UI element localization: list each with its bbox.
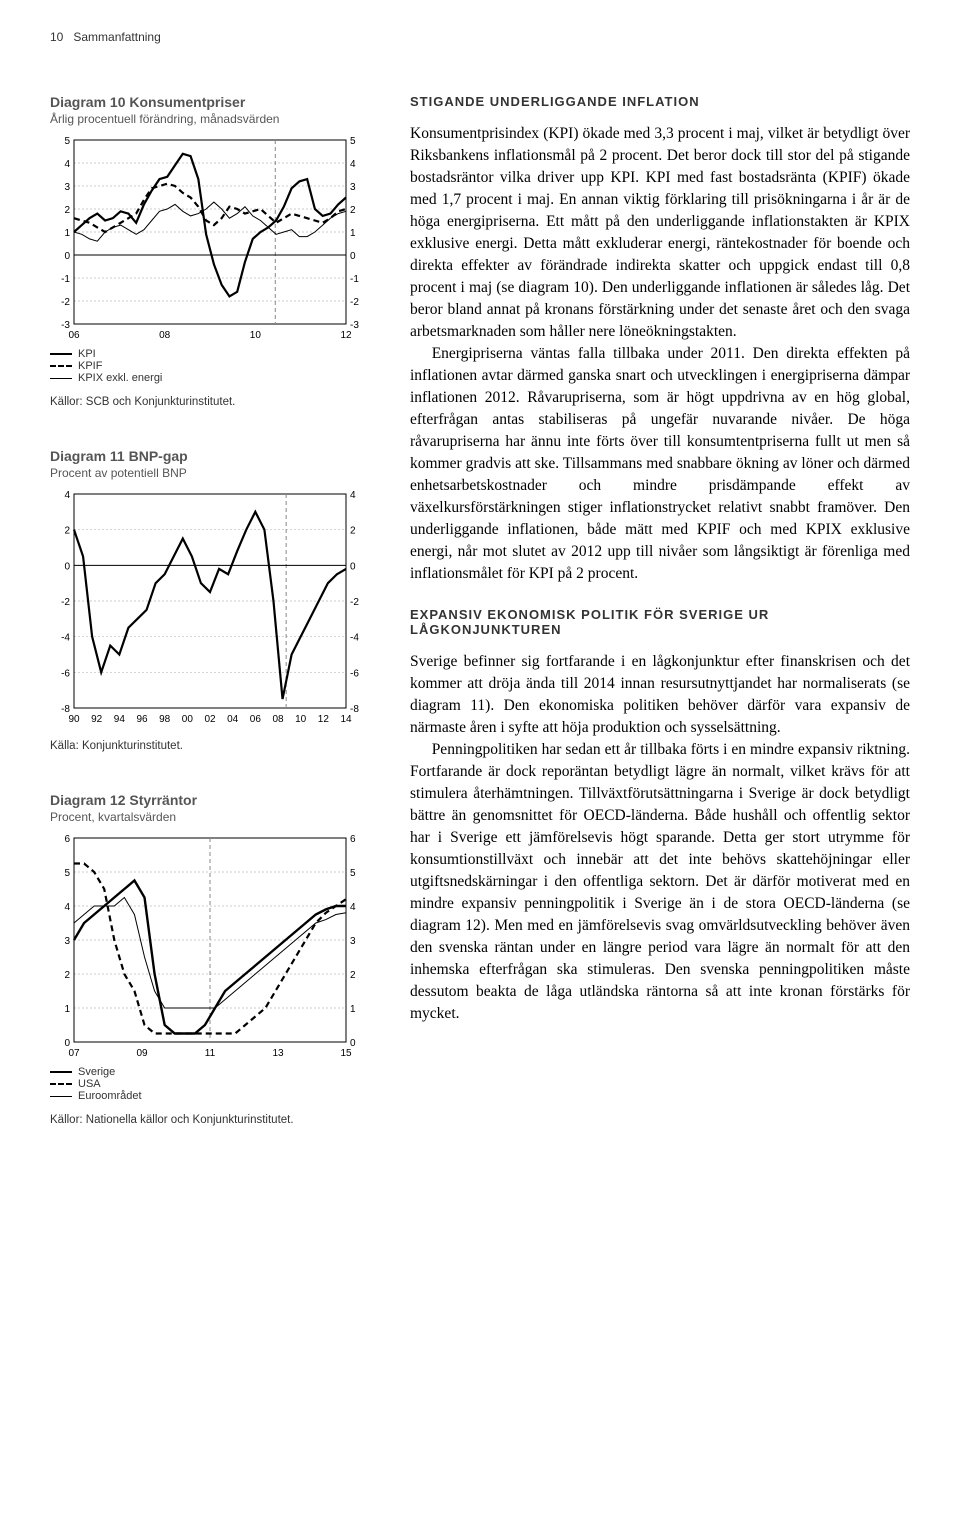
section-1-p2: Energipriserna väntas falla tillbaka und… [410, 343, 910, 585]
svg-text:15: 15 [340, 1048, 352, 1059]
svg-text:96: 96 [136, 714, 148, 725]
section-1-heading: STIGANDE UNDERLIGGANDE INFLATION [410, 94, 910, 109]
svg-text:3: 3 [350, 936, 356, 947]
svg-text:98: 98 [159, 714, 171, 725]
svg-text:5: 5 [64, 868, 70, 879]
svg-text:2: 2 [64, 205, 70, 216]
diagram-11: Diagram 11 BNP-gap Procent av potentiell… [50, 448, 380, 752]
svg-text:04: 04 [227, 714, 239, 725]
svg-text:90: 90 [68, 714, 80, 725]
diagram-11-title: Diagram 11 BNP-gap [50, 448, 380, 464]
svg-text:3: 3 [64, 936, 70, 947]
svg-text:00: 00 [182, 714, 194, 725]
content: Diagram 10 Konsumentpriser Årlig procent… [50, 94, 910, 1166]
svg-text:6: 6 [350, 834, 356, 845]
svg-text:4: 4 [64, 490, 70, 501]
svg-text:02: 02 [204, 714, 216, 725]
svg-text:-2: -2 [61, 297, 70, 308]
diagram-10-chart: -3-3-2-2-1-100112233445506081012 [50, 134, 370, 344]
svg-text:2: 2 [350, 205, 356, 216]
section-2-body: Sverige befinner sig fortfarande i en lå… [410, 651, 910, 1025]
right-column: STIGANDE UNDERLIGGANDE INFLATION Konsume… [410, 94, 910, 1166]
diagram-10-source: Källor: SCB och Konjunkturinstitutet. [50, 396, 380, 408]
svg-text:6: 6 [64, 834, 70, 845]
svg-text:-1: -1 [61, 274, 70, 285]
svg-text:2: 2 [350, 970, 356, 981]
svg-text:0: 0 [64, 251, 70, 262]
svg-text:1: 1 [350, 1004, 356, 1015]
svg-text:0: 0 [350, 251, 356, 262]
diagram-11-chart: -8-8-6-6-4-4-2-2002244909294969800020406… [50, 488, 370, 728]
section-2-p1: Sverige befinner sig fortfarande i en lå… [410, 651, 910, 739]
svg-text:12: 12 [340, 330, 352, 341]
diagram-10-subtitle: Årlig procentuell förändring, månadsvärd… [50, 112, 380, 126]
svg-text:08: 08 [159, 330, 171, 341]
svg-text:08: 08 [272, 714, 284, 725]
diagram-12-chart: 001122334455660709111315 [50, 832, 370, 1062]
left-column: Diagram 10 Konsumentpriser Årlig procent… [50, 94, 380, 1166]
svg-text:14: 14 [340, 714, 352, 725]
svg-text:2: 2 [64, 970, 70, 981]
diagram-12-source: Källor: Nationella källor och Konjunktur… [50, 1114, 380, 1126]
svg-text:2: 2 [350, 526, 356, 537]
svg-text:-6: -6 [350, 668, 359, 679]
svg-text:3: 3 [350, 182, 356, 193]
section-1-body: Konsumentprisindex (KPI) ökade med 3,3 p… [410, 123, 910, 585]
svg-text:09: 09 [136, 1048, 148, 1059]
svg-text:07: 07 [68, 1048, 80, 1059]
svg-text:1: 1 [64, 228, 70, 239]
svg-text:4: 4 [350, 490, 356, 501]
svg-text:4: 4 [350, 902, 356, 913]
svg-text:5: 5 [64, 136, 70, 147]
svg-text:-4: -4 [61, 633, 70, 644]
diagram-10-legend: KPIKPIFKPIX exkl. energi [50, 348, 380, 384]
svg-text:10: 10 [295, 714, 307, 725]
diagram-10: Diagram 10 Konsumentpriser Årlig procent… [50, 94, 380, 408]
svg-text:4: 4 [64, 159, 70, 170]
svg-text:1: 1 [350, 228, 356, 239]
section-2-heading: EXPANSIV EKONOMISK POLITIK FÖR SVERIGE U… [410, 607, 910, 637]
diagram-12: Diagram 12 Styrräntor Procent, kvartalsv… [50, 792, 380, 1126]
svg-text:-4: -4 [350, 633, 359, 644]
svg-text:94: 94 [114, 714, 126, 725]
section-1-p1: Konsumentprisindex (KPI) ökade med 3,3 p… [410, 123, 910, 343]
svg-text:4: 4 [64, 902, 70, 913]
page-number: 10 [50, 30, 63, 44]
diagram-12-title: Diagram 12 Styrräntor [50, 792, 380, 808]
diagram-12-subtitle: Procent, kvartalsvärden [50, 810, 380, 824]
diagram-12-legend: SverigeUSAEuroområdet [50, 1066, 380, 1102]
svg-text:3: 3 [64, 182, 70, 193]
svg-text:06: 06 [68, 330, 80, 341]
svg-text:2: 2 [64, 526, 70, 537]
svg-text:11: 11 [205, 1048, 216, 1059]
svg-text:1: 1 [64, 1004, 70, 1015]
svg-text:-6: -6 [61, 668, 70, 679]
svg-text:10: 10 [250, 330, 262, 341]
svg-text:0: 0 [64, 561, 70, 572]
svg-text:06: 06 [250, 714, 262, 725]
svg-text:13: 13 [272, 1048, 284, 1059]
svg-text:4: 4 [350, 159, 356, 170]
svg-text:5: 5 [350, 136, 356, 147]
svg-text:92: 92 [91, 714, 103, 725]
svg-text:0: 0 [350, 561, 356, 572]
section-2-p2: Penningpolitiken har sedan ett år tillba… [410, 739, 910, 1025]
svg-text:-2: -2 [350, 597, 359, 608]
svg-text:-1: -1 [350, 274, 359, 285]
section-name: Sammanfattning [73, 30, 160, 44]
diagram-10-title: Diagram 10 Konsumentpriser [50, 94, 380, 110]
svg-text:-2: -2 [350, 297, 359, 308]
svg-text:-2: -2 [61, 597, 70, 608]
svg-text:5: 5 [350, 868, 356, 879]
page-header: 10 Sammanfattning [50, 30, 910, 44]
svg-text:12: 12 [318, 714, 330, 725]
diagram-11-source: Källa: Konjunkturinstitutet. [50, 740, 380, 752]
diagram-11-subtitle: Procent av potentiell BNP [50, 466, 380, 480]
